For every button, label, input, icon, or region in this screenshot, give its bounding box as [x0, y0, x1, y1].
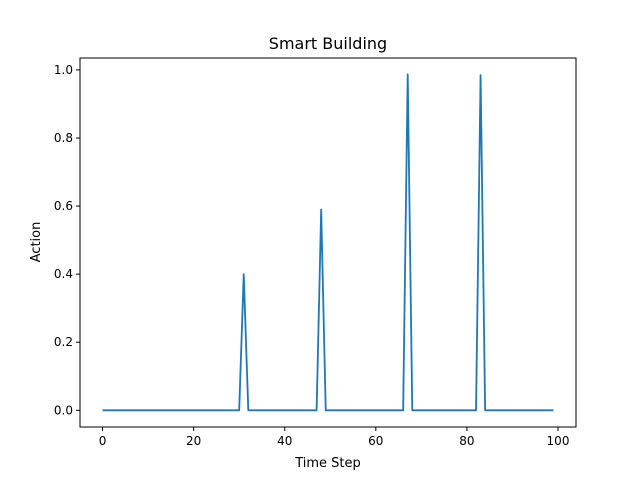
x-axis: 0 20 40 60 80 100: [99, 427, 570, 448]
x-tick-label: 20: [186, 434, 201, 448]
y-axis: 0.0 0.2 0.4 0.6 0.8 1.0: [54, 63, 80, 417]
x-tick-label: 40: [277, 434, 292, 448]
y-axis-label: Action: [29, 222, 44, 263]
x-tick-label: 60: [368, 434, 383, 448]
y-tick-label: 0.4: [54, 267, 73, 281]
y-tick-label: 0.6: [54, 199, 73, 213]
series-line: [102, 73, 554, 412]
y-tick-label: 0.2: [54, 335, 73, 349]
chart-title: Smart Building: [269, 34, 387, 53]
x-tick-label: 100: [547, 434, 570, 448]
x-tick-label: 0: [99, 434, 107, 448]
plot-frame: [79, 57, 577, 428]
series-layer: [102, 73, 554, 412]
x-axis-label: Time Step: [294, 456, 361, 471]
y-tick-label: 0.8: [54, 131, 73, 145]
x-tick-label: 80: [459, 434, 474, 448]
y-tick-label: 0.0: [54, 403, 73, 417]
y-tick-label: 1.0: [54, 63, 73, 77]
